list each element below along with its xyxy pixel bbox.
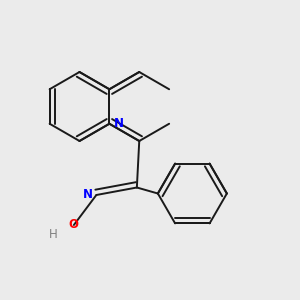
Text: N: N: [83, 188, 93, 202]
Text: H: H: [49, 227, 57, 241]
Text: N: N: [114, 117, 124, 130]
Text: O: O: [69, 218, 79, 232]
